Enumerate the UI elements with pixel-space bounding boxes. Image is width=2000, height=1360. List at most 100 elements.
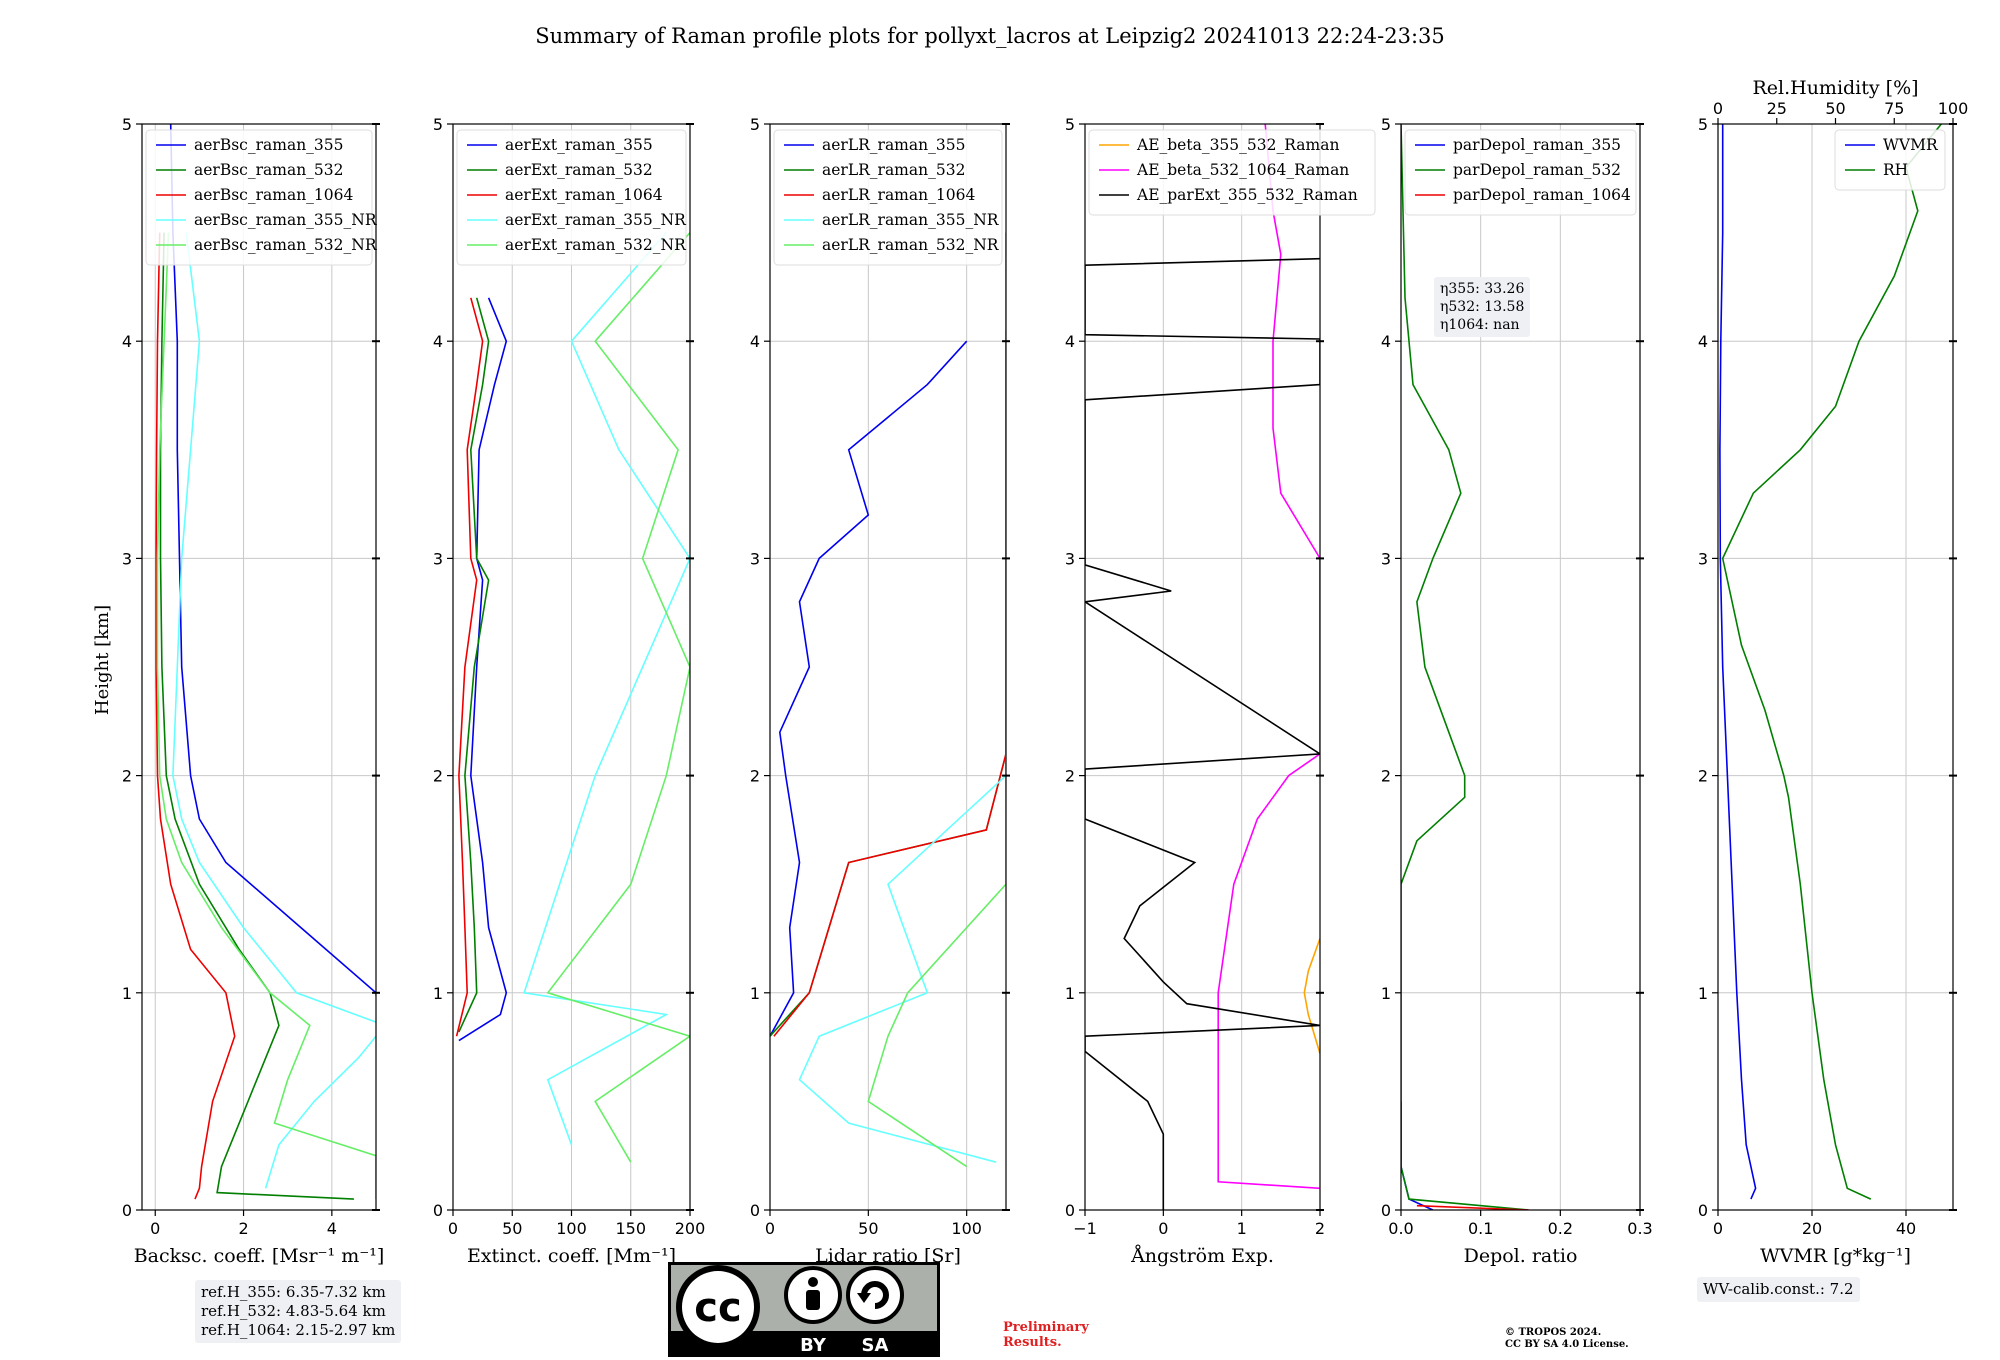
y-tick-label: 0 — [1065, 1201, 1075, 1220]
y-tick-label: 2 — [122, 767, 132, 786]
legend-entry: WVMR — [1883, 136, 1939, 154]
y-tick-label: 3 — [1698, 549, 1708, 568]
eta-532: η532: 13.58 — [1440, 299, 1525, 315]
series-line-WVMR — [1719, 124, 1757, 1200]
x-tick-label: 0.1 — [1468, 1219, 1493, 1238]
y-tick-label: 2 — [750, 767, 760, 786]
preliminary-line-1: Preliminary — [1003, 1320, 1089, 1335]
preliminary-line-2: Results. — [1003, 1335, 1062, 1350]
series-line-aerBsc_raman_355 — [169, 124, 376, 1005]
legend-entry: aerLR_raman_355 — [822, 136, 965, 154]
top-x-axis-label: Rel.Humidity [%] — [1752, 77, 1918, 99]
y-tick-label: 4 — [1065, 332, 1075, 351]
legend-entry: aerBsc_raman_1064 — [194, 186, 354, 204]
top-x-tick-label: 25 — [1767, 99, 1787, 118]
x-tick-label: −1 — [1073, 1219, 1097, 1238]
series-line-aerExt_raman_355 — [458, 297, 508, 1042]
x-axis-label: Lidar ratio [Sr] — [815, 1245, 961, 1267]
y-tick-label: 3 — [750, 549, 760, 568]
x-tick-label: 0.3 — [1627, 1219, 1652, 1238]
series-line-aerExt_raman_355_NR — [523, 232, 690, 1146]
series-line-RH — [1721, 124, 1942, 1200]
x-tick-label: 100 — [951, 1219, 982, 1238]
x-tick-label: 40 — [1896, 1219, 1916, 1238]
legend-entry: aerLR_raman_532 — [822, 161, 965, 179]
series-line-aerBsc_raman_532 — [159, 232, 354, 1200]
figure-title: Summary of Raman profile plots for polly… — [535, 24, 1445, 48]
legend-entry: AE_beta_355_532_Raman — [1136, 136, 1339, 154]
legend: parDepol_raman_355 parDepol_raman_532 parD… — [1404, 129, 1637, 216]
ref-height-1064: ref.H_1064: 2.15-2.97 km — [201, 1321, 396, 1339]
legend-entry: aerExt_raman_1064 — [505, 186, 663, 204]
top-x-tick-label: 75 — [1884, 99, 1904, 118]
legend-box — [1404, 129, 1637, 216]
y-tick-label: 0 — [750, 1201, 760, 1220]
y-tick-label: 2 — [1698, 767, 1708, 786]
x-tick-label: 50 — [858, 1219, 878, 1238]
x-tick-label: 0 — [1158, 1219, 1168, 1238]
legend-entry: aerLR_raman_532_NR — [822, 236, 1000, 254]
series-line-aerBsc_raman_532_NR — [156, 232, 376, 1200]
legend-entry: AE_parExt_355_532_Raman — [1136, 186, 1358, 204]
series-line-aerLR_raman_355_NR — [798, 232, 1006, 1163]
y-tick-label: 4 — [1381, 332, 1391, 351]
panel-backscatter: 0 2 4 0 1 2 3 4 5 Backsc. coeff. [Msr⁻¹ m⁻¹] aerBs… — [122, 115, 384, 1267]
sa-share-icon — [846, 1266, 904, 1324]
wv-calib-box: WV-calib.const.: 7.2 — [1697, 1277, 1860, 1302]
x-tick-label: 0 — [1713, 1219, 1723, 1238]
legend-box — [1088, 129, 1376, 216]
x-tick-label: 50 — [502, 1219, 522, 1238]
y-tick-label: 2 — [1381, 767, 1391, 786]
legend-entry: aerExt_raman_355_NR — [505, 211, 687, 229]
sa-label: SA — [862, 1335, 889, 1356]
copyright-line-2: CC BY SA 4.0 License. — [1505, 1339, 1629, 1350]
axes-frame — [1717, 123, 1954, 1211]
legend: aerExt_raman_355 aerExt_raman_532 aerExt_r… — [456, 129, 687, 266]
y-tick-label: 0 — [433, 1201, 443, 1220]
y-tick-label: 4 — [433, 332, 443, 351]
cc-by-sa-license-badge: cc BY SA — [668, 1262, 940, 1357]
top-x-tick-label: 0 — [1713, 99, 1723, 118]
series-line-aerBsc_raman_355_NR — [172, 232, 376, 1189]
x-tick-label: 100 — [556, 1219, 587, 1238]
legend-entry: RH — [1883, 161, 1908, 179]
y-axis-label: Height [km] — [92, 605, 113, 715]
x-tick-label: 1 — [1237, 1219, 1247, 1238]
x-tick-label: 2 — [238, 1219, 248, 1238]
ref-height-532: ref.H_532: 4.83-5.64 km — [201, 1302, 386, 1320]
x-tick-label: 0 — [150, 1219, 160, 1238]
axes-frame — [769, 123, 1007, 1211]
x-tick-label: 150 — [615, 1219, 646, 1238]
preliminary-results-note: Preliminary Results. — [1003, 1320, 1089, 1350]
y-tick-label: 3 — [1065, 549, 1075, 568]
x-axis-label: Extinct. coeff. [Mm⁻¹] — [467, 1245, 676, 1267]
panel-extinction: 0 50 100 150 200 0 1 2 3 4 5 Extinct. coeff. [Mm⁻¹]… — [433, 115, 705, 1267]
y-tick-label: 4 — [122, 332, 132, 351]
series-line-AE_beta_532_1064_Raman — [1217, 124, 1320, 1190]
y-tick-label: 5 — [122, 115, 132, 134]
legend-entry: parDepol_raman_1064 — [1453, 186, 1631, 204]
legend-entry: aerBsc_raman_532_NR — [194, 236, 378, 254]
series-line-aerLR_raman_532 — [770, 330, 1006, 1037]
legend: aerBsc_raman_355 aerBsc_raman_532 aerBsc_r… — [145, 129, 378, 266]
x-tick-label: 0 — [765, 1219, 775, 1238]
y-tick-label: 1 — [750, 984, 760, 1003]
series-line-aerLR_raman_1064 — [773, 330, 1006, 1037]
y-tick-label: 3 — [1381, 549, 1391, 568]
by-label: BY — [800, 1335, 827, 1356]
legend-box — [145, 129, 373, 266]
panel-water_vapor: 0 20 40 0 1 2 3 4 5 WVMR [g*kg⁻¹] 0 25 50 75 100 Rel.Hu… — [1698, 77, 1968, 1267]
panel-lidar_ratio: 0 50 100 0 1 2 3 4 5 Lidar ratio [Sr] aerLR_raman_… — [750, 115, 1010, 1267]
axes-frame — [141, 123, 377, 1211]
legend-box — [456, 129, 687, 266]
y-tick-label: 5 — [1698, 115, 1708, 134]
legend-entry: aerBsc_raman_532 — [194, 161, 344, 179]
series-line-aerExt_raman_532_NR — [546, 232, 690, 1163]
x-axis-label: Ångström Exp. — [1130, 1245, 1274, 1267]
x-axis-label: Depol. ratio — [1464, 1245, 1578, 1267]
eta-355: η355: 33.26 — [1440, 281, 1525, 297]
legend-entry: aerLR_raman_1064 — [822, 186, 975, 204]
series-line-parDepol_raman_532 — [1401, 124, 1529, 1210]
